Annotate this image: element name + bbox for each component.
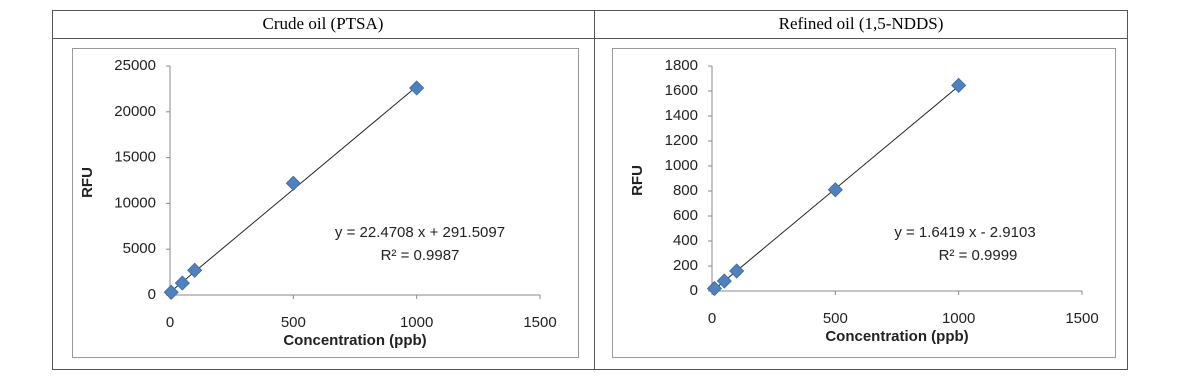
y-axis-title: RFU bbox=[79, 167, 96, 198]
y-tick-label: 25000 bbox=[114, 57, 156, 74]
r-squared: R² = 0.9987 bbox=[381, 247, 460, 264]
r-squared: R² = 0.9999 bbox=[939, 247, 1018, 264]
y-tick-label: 600 bbox=[673, 207, 698, 224]
y-tick-label: 20000 bbox=[114, 103, 156, 120]
y-tick-label: 1000 bbox=[665, 157, 698, 174]
chart-frame bbox=[612, 48, 1116, 358]
data-point bbox=[827, 182, 843, 198]
y-tick-label: 0 bbox=[690, 282, 698, 299]
y-tick-label: 200 bbox=[673, 257, 698, 274]
y-tick-label: 400 bbox=[673, 232, 698, 249]
y-tick-label: 15000 bbox=[114, 149, 156, 166]
y-tick-label: 10000 bbox=[114, 194, 156, 211]
y-tick-label: 1200 bbox=[665, 132, 698, 149]
data-point bbox=[174, 275, 190, 291]
table-border bbox=[52, 10, 1128, 370]
trendline-equation: y = 1.6419 x - 2.9103 bbox=[894, 224, 1035, 241]
chart-frame bbox=[72, 48, 579, 358]
y-tick-label: 5000 bbox=[123, 240, 156, 257]
x-tick-label: 1000 bbox=[400, 314, 433, 331]
data-point bbox=[706, 280, 723, 297]
chart-title: Crude oil (PTSA) bbox=[263, 14, 384, 33]
data-point bbox=[729, 263, 745, 279]
x-tick-label: 1000 bbox=[942, 310, 975, 327]
chart-title: Refined oil (1,5-NDDS) bbox=[779, 14, 944, 33]
trendline-equation: y = 22.4708 x + 291.5097 bbox=[335, 224, 505, 241]
data-point bbox=[187, 262, 203, 278]
x-axis-title: Concentration (ppb) bbox=[825, 328, 968, 345]
x-tick-label: 500 bbox=[281, 314, 306, 331]
y-tick-label: 1800 bbox=[665, 57, 698, 74]
x-tick-label: 0 bbox=[708, 310, 716, 327]
x-tick-label: 0 bbox=[166, 314, 174, 331]
y-axis-title: RFU bbox=[629, 165, 646, 196]
y-tick-label: 1400 bbox=[665, 107, 698, 124]
x-tick-label: 1500 bbox=[523, 314, 556, 331]
x-tick-label: 500 bbox=[823, 310, 848, 327]
y-tick-label: 0 bbox=[148, 286, 156, 303]
data-point bbox=[951, 77, 967, 93]
x-axis-title: Concentration (ppb) bbox=[283, 332, 426, 349]
data-point bbox=[285, 175, 301, 191]
data-point bbox=[716, 273, 732, 289]
data-point bbox=[409, 80, 425, 96]
y-tick-label: 1600 bbox=[665, 82, 698, 99]
y-tick-label: 800 bbox=[673, 182, 698, 199]
x-tick-label: 1500 bbox=[1065, 310, 1098, 327]
data-point bbox=[163, 284, 179, 300]
